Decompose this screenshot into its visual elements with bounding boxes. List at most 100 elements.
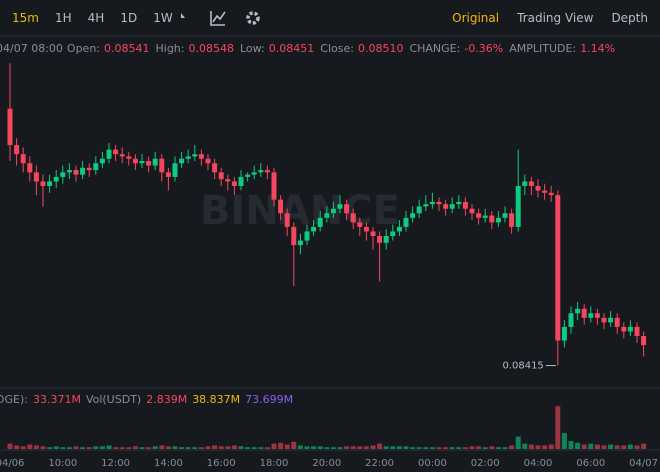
info-value: 0.08541 xyxy=(104,42,150,55)
candle-body xyxy=(198,154,204,159)
volume-bar xyxy=(99,446,105,449)
x-tick-label: 12:00 xyxy=(101,458,130,469)
volume-bar xyxy=(47,447,53,449)
volume-bar xyxy=(634,445,640,449)
candle-body xyxy=(27,163,33,173)
x-tick-label: 02:00 xyxy=(471,458,500,469)
volume-bar xyxy=(436,447,442,449)
candle-body xyxy=(324,213,330,218)
volume-bar xyxy=(119,447,125,449)
candle-body xyxy=(205,158,211,164)
view-tab[interactable]: Trading View xyxy=(517,11,594,25)
volume-bar xyxy=(291,441,297,449)
volume-bar xyxy=(225,446,231,449)
volume-bar xyxy=(383,446,389,449)
candle-body xyxy=(601,317,607,323)
candle-body xyxy=(568,313,574,327)
settings-icon[interactable] xyxy=(246,11,260,25)
x-tick-label: 10:00 xyxy=(48,458,77,469)
volume-bar xyxy=(152,446,158,449)
volume-bar xyxy=(601,445,607,449)
candle-body xyxy=(581,308,587,318)
volume-bar xyxy=(561,432,567,449)
interval-tab[interactable]: 15m xyxy=(12,11,39,25)
candle-body xyxy=(99,158,105,164)
candle-body xyxy=(119,154,125,157)
candle-body xyxy=(410,213,416,218)
volume-legend-value: 73.699M xyxy=(245,393,294,406)
x-tick-label: 16:00 xyxy=(207,458,236,469)
candle-body xyxy=(132,158,138,164)
volume-bar xyxy=(429,447,435,449)
candle-body xyxy=(377,236,383,243)
info-label: Close: xyxy=(320,42,354,55)
info-label: Low: xyxy=(240,42,265,55)
candle-body xyxy=(390,231,396,236)
volume-bar xyxy=(608,444,614,449)
volume-bar xyxy=(627,444,633,449)
interval-tab[interactable]: 1H xyxy=(54,11,72,25)
volume-legend: DGE): 33.371M Vol(USDT) 2.839M 38.837M 73.699… xyxy=(0,393,298,406)
volume-bar xyxy=(146,447,152,449)
volume-bar xyxy=(212,445,218,449)
x-tick-label: 14:00 xyxy=(154,458,183,469)
volume-bar xyxy=(33,445,39,449)
view-tab[interactable]: Original xyxy=(452,11,500,25)
interval-tabs: 15m 1H 4H 1D 1W xyxy=(0,11,173,25)
candle-body xyxy=(535,186,541,191)
volume-bar xyxy=(575,442,581,449)
candle-body xyxy=(515,186,521,227)
candle-body xyxy=(462,201,468,209)
volume-bar xyxy=(139,447,145,449)
info-value: 0.08548 xyxy=(188,42,235,55)
candle-body xyxy=(238,176,244,186)
candle-body xyxy=(86,167,92,171)
view-tab[interactable]: Depth xyxy=(611,11,648,25)
volume-bar xyxy=(403,446,409,449)
interval-tab[interactable]: 1W xyxy=(153,11,173,25)
volume-bar xyxy=(172,446,178,449)
volume-bar xyxy=(198,447,204,449)
volume-bar xyxy=(66,447,72,449)
indicator-icon[interactable] xyxy=(210,11,226,26)
info-label: Open: xyxy=(66,42,100,55)
volume-bar xyxy=(357,446,363,449)
candle-body xyxy=(311,226,317,232)
candle-body xyxy=(218,172,224,180)
volume-bar xyxy=(588,443,594,449)
volume-bar xyxy=(502,447,508,449)
volume-bar xyxy=(231,445,237,449)
ohlc-info: 04/07 08:00 Open: 0.08541 High: 0.08548 Low: 0… xyxy=(0,42,621,55)
candle-body xyxy=(231,181,237,186)
candle-body xyxy=(509,213,515,227)
volume-bar xyxy=(489,446,495,449)
volume-bar xyxy=(27,444,33,449)
volume-bar xyxy=(93,446,99,449)
candle-body xyxy=(264,170,270,173)
volume-bar xyxy=(555,406,561,449)
candle-body xyxy=(66,170,72,173)
volume-bar xyxy=(462,447,468,449)
candle-body xyxy=(152,158,158,166)
volume-bar xyxy=(542,445,548,449)
candle-body xyxy=(469,208,475,214)
info-label: AMPLITUDE: xyxy=(509,42,577,55)
volume-bar xyxy=(449,447,455,449)
candle-body xyxy=(53,176,59,182)
volume-bar xyxy=(14,445,20,449)
interval-tab[interactable]: 4H xyxy=(87,11,105,25)
tool-icons xyxy=(181,11,260,26)
volume-bar xyxy=(278,442,284,449)
volume-bar xyxy=(284,444,290,449)
volume-bar xyxy=(469,446,475,449)
volume-bar xyxy=(528,444,534,449)
candle-body xyxy=(106,149,112,159)
volume-bar xyxy=(344,446,350,449)
candle-body xyxy=(627,326,633,332)
candle-body xyxy=(608,317,614,323)
volume-bar xyxy=(7,443,13,449)
candle-body xyxy=(588,313,594,318)
volume-legend-label: DGE): xyxy=(0,393,28,406)
interval-tab[interactable]: 1D xyxy=(120,11,138,25)
dropdown-icon[interactable] xyxy=(181,13,185,18)
